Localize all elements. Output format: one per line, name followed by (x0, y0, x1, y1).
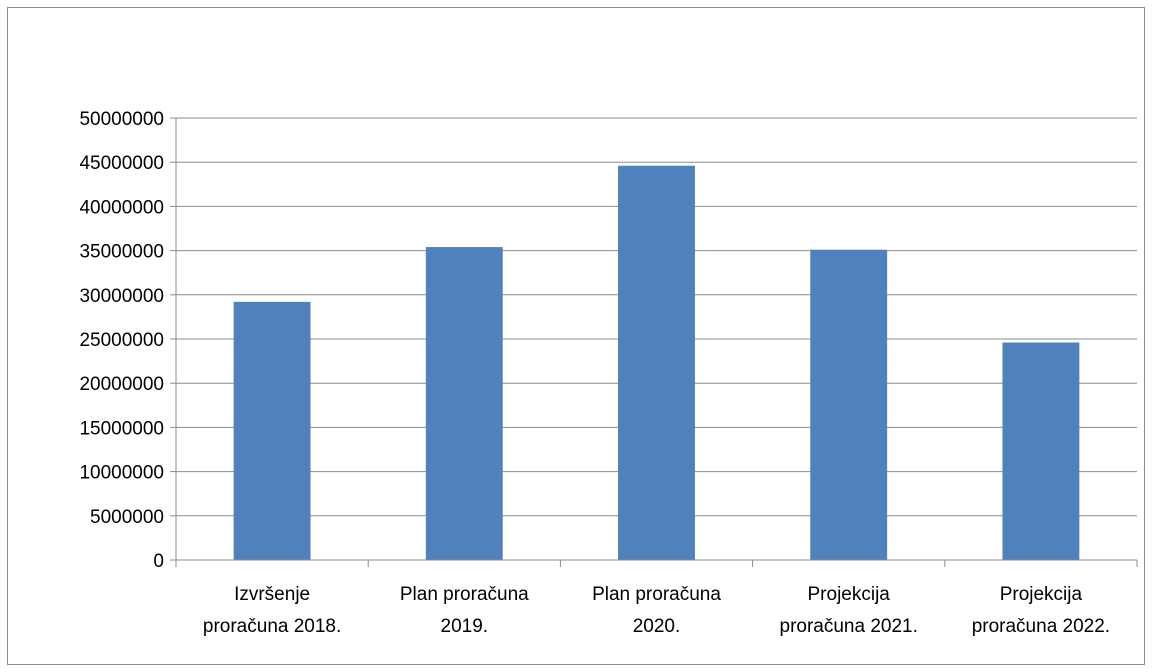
bar (233, 301, 311, 560)
y-tick-label: 5000000 (90, 507, 164, 528)
y-tick-label: 15000000 (79, 418, 164, 439)
y-tick-label: 10000000 (79, 463, 164, 484)
y-tick-label: 30000000 (79, 286, 164, 307)
x-category-label: proračuna 2018. (203, 616, 341, 637)
bar (618, 165, 695, 560)
labels: 0 5000000 10000000 15000000 20000000 25000000… (79, 109, 1110, 637)
axes (170, 117, 1138, 567)
bar (810, 249, 888, 560)
x-category-label: Izvršenje (234, 584, 310, 605)
x-category-label: proračuna 2021. (780, 616, 918, 637)
chart-area (7, 7, 1145, 665)
bar (425, 247, 503, 560)
y-tick-label: 35000000 (79, 242, 164, 263)
y-tick-label: 50000000 (79, 109, 164, 130)
bar (1002, 342, 1080, 560)
y-tick-label: 25000000 (79, 330, 164, 351)
x-category-label: Projekcija (808, 584, 891, 605)
bars (233, 165, 1080, 560)
y-tick-label: 0 (153, 551, 164, 572)
y-tick-label: 20000000 (79, 374, 164, 395)
x-category-label: Plan proračuna (400, 584, 529, 605)
x-category-label: proračuna 2022. (972, 616, 1110, 637)
x-category-label: 2020. (633, 616, 681, 637)
y-tick-label: 40000000 (79, 197, 164, 218)
gridlines (176, 117, 1137, 517)
x-category-label: Projekcija (1000, 584, 1083, 605)
y-tick-label: 45000000 (79, 153, 164, 174)
x-category-label: Plan proračuna (592, 584, 721, 605)
x-category-label: 2019. (441, 616, 489, 637)
